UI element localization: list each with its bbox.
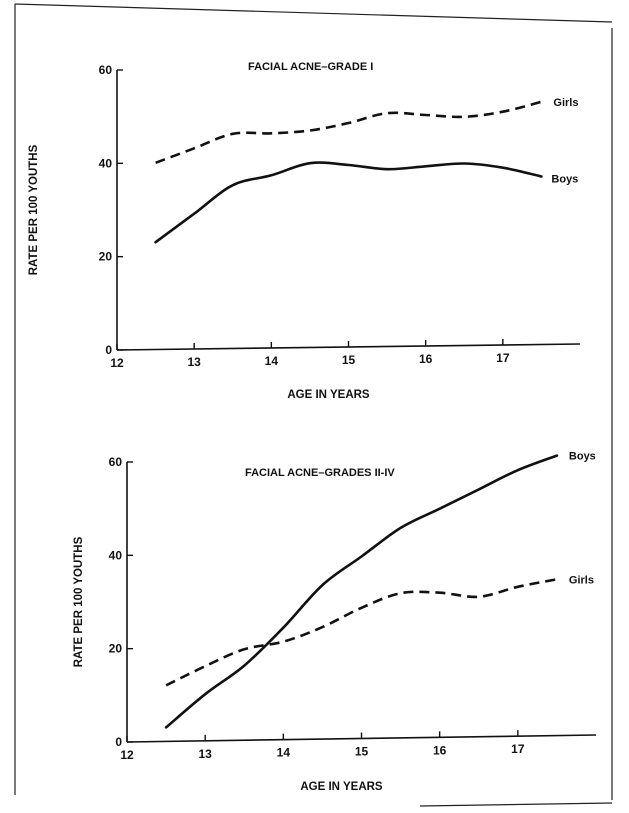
chart-grades-2-4: 0 20 40 60 12 13 14 15 16 17 FACIAL ACNE–GRADES II… [73, 451, 597, 793]
series-label-girls: Girls [553, 97, 578, 109]
x-tick-label-14: 14 [277, 746, 291, 760]
y-axis-title: RATE PER 100 YOUTHS [28, 144, 40, 275]
chart-grade-1: 0 20 40 60 12 13 14 15 16 17 FACIAL ACNE–GRADE I AG… [28, 61, 581, 401]
series-label-boys: Boys [569, 451, 596, 463]
y-tick-label-40: 40 [109, 548, 123, 562]
chart-title: FACIAL ACNE–GRADES II-IV [245, 467, 395, 479]
x-tick-label-15: 15 [355, 745, 369, 759]
y-axis-title: RATE PER 100 YOUTHS [73, 536, 85, 667]
x-axis-title: AGE IN YEARS [300, 781, 383, 793]
x-tick-label-13: 13 [198, 747, 212, 761]
y-tick-label-60: 60 [109, 455, 123, 469]
x-tick-label-16: 16 [419, 352, 433, 366]
x-tick-label-16: 16 [433, 743, 447, 757]
series-label-girls: Girls [569, 574, 594, 586]
y-tick-label-40: 40 [99, 156, 113, 170]
series-line-boys [154, 161, 543, 244]
x-tick-label-12: 12 [120, 748, 134, 762]
frame-bottom-edge [419, 802, 613, 807]
y-tick-label-60: 60 [99, 63, 113, 77]
frame-top-edge [14, 3, 613, 23]
series-line-girls [165, 578, 558, 687]
series-label-boys: Boys [551, 174, 578, 186]
series-line-boys [164, 454, 559, 729]
x-tick-label-17: 17 [511, 742, 525, 756]
x-tick-label-13: 13 [187, 355, 201, 369]
y-tick-label-20: 20 [109, 642, 123, 656]
x-tick-label-12: 12 [110, 356, 124, 370]
y-tick-label-20: 20 [99, 250, 113, 264]
y-tick-label-0: 0 [115, 735, 122, 749]
x-tick-label-14: 14 [265, 354, 279, 368]
y-tick-label-0: 0 [105, 343, 112, 357]
x-axis-title: AGE IN YEARS [287, 389, 370, 401]
x-tick-label-17: 17 [496, 351, 510, 365]
series-line-girls [155, 100, 542, 165]
x-tick-label-15: 15 [342, 353, 356, 367]
chart-title: FACIAL ACNE–GRADE I [248, 61, 373, 73]
